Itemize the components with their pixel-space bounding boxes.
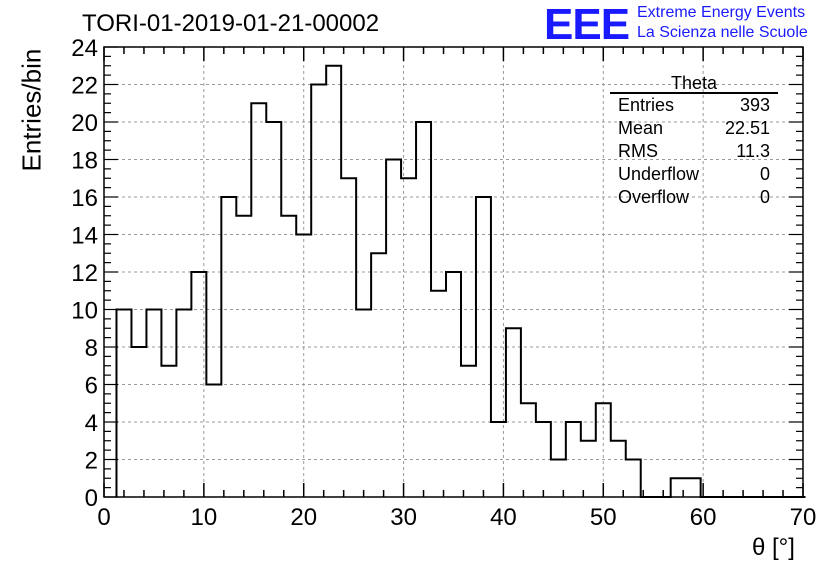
histogram-bin	[176, 310, 191, 498]
histogram-outline	[115, 64, 806, 498]
histogram-bin	[371, 253, 386, 497]
axis-ticks	[103, 46, 804, 498]
histogram-bin	[431, 291, 446, 497]
y-tick-label: 24	[71, 35, 98, 62]
stats-row-mean: Mean 22.51	[610, 117, 778, 140]
x-tick-label: 0	[97, 504, 110, 531]
histogram-bin	[236, 216, 251, 497]
histogram-bin	[116, 310, 131, 498]
y-tick-label: 22	[71, 73, 98, 100]
histogram-bin	[356, 310, 371, 498]
stats-label: Overflow	[618, 187, 690, 207]
histogram-bin	[161, 366, 176, 497]
histogram-series	[115, 64, 806, 498]
histogram-bin	[686, 478, 701, 497]
histogram-bin	[521, 403, 536, 497]
histogram-bin	[611, 441, 626, 497]
y-tick-label: 4	[85, 410, 98, 437]
histogram-bin	[341, 178, 356, 497]
histogram-bin	[626, 460, 641, 498]
y-tick-label: 6	[85, 373, 98, 400]
histogram-bin	[281, 216, 296, 497]
histogram-bin	[326, 66, 341, 497]
y-tick-label: 2	[85, 448, 98, 475]
stats-value: 0	[759, 164, 770, 184]
x-tick-label: 40	[490, 504, 517, 531]
stats-row-overflow: Overflow 0	[610, 186, 778, 209]
x-tick-label: 70	[790, 504, 817, 531]
stats-value: 0	[759, 187, 770, 207]
x-tick-label: 10	[191, 504, 218, 531]
stats-value: 393	[739, 95, 770, 115]
y-tick-label: 18	[71, 148, 98, 175]
y-tick-label: 20	[71, 110, 98, 137]
y-tick-label: 0	[85, 485, 98, 512]
stats-row-rms: RMS 11.3	[610, 140, 778, 163]
y-tick-label: 10	[71, 298, 98, 325]
y-tick-label: 16	[71, 185, 98, 212]
histogram-bin	[206, 385, 221, 498]
eee-logo: EEE	[544, 0, 630, 49]
brand-line-1: Extreme Energy Events	[637, 4, 806, 21]
x-tick-label: 20	[290, 504, 317, 531]
stats-box-title: Theta	[610, 74, 778, 94]
x-tick-label: 30	[390, 504, 417, 531]
histogram-bin	[131, 347, 146, 497]
x-tick-label: 60	[690, 504, 717, 531]
stats-value: 22.51	[724, 118, 770, 138]
stats-row-entries: Entries 393	[610, 94, 778, 117]
stats-label: RMS	[618, 141, 658, 161]
histogram-bin	[251, 103, 266, 497]
y-tick-label: 8	[85, 335, 98, 362]
chart-title: TORI-01-2019-01-21-00002	[82, 10, 380, 37]
x-axis-label: θ [°]	[752, 534, 795, 561]
histogram-bin	[311, 85, 326, 498]
y-axis-label: Entries/bin	[16, 48, 47, 172]
stats-box: Theta Entries 393 Mean 22.51 RMS 11.3 Un…	[610, 74, 778, 209]
brand-line-2: La Scienza nelle Scuole	[637, 24, 808, 41]
histogram-bin	[386, 160, 401, 498]
stats-label: Underflow	[618, 164, 700, 184]
histogram-bin	[581, 441, 596, 497]
histogram-bin	[506, 328, 521, 497]
histogram-bin	[221, 197, 236, 497]
stats-label: Entries	[618, 95, 675, 115]
histogram-bin	[146, 310, 161, 498]
stats-label: Mean	[618, 118, 664, 138]
y-tick-label: 14	[71, 223, 98, 250]
y-tick-label: 12	[71, 260, 98, 287]
stats-row-underflow: Underflow 0	[610, 163, 778, 186]
x-tick-label: 50	[590, 504, 617, 531]
stats-value: 11.3	[736, 141, 770, 161]
histogram-bin	[461, 366, 476, 497]
